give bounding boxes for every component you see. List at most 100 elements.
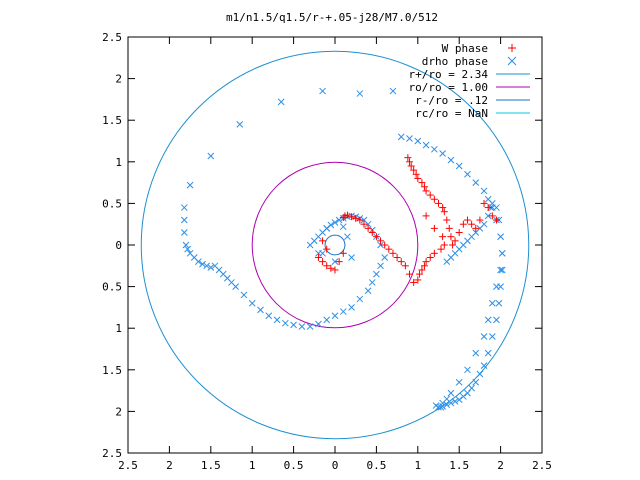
x-tick-label: 1 — [414, 459, 421, 472]
w-phase-point — [404, 154, 412, 162]
legend-label: r+/ro = 2.34 — [409, 68, 489, 81]
drho-phase-point — [476, 370, 484, 378]
drho-phase-point — [207, 152, 215, 160]
w-phase-point — [414, 174, 422, 182]
drho-phase-point — [468, 384, 475, 392]
w-phase-point — [385, 245, 393, 253]
x-tick-label: 1.5 — [449, 459, 469, 472]
drho-phase-point — [339, 308, 347, 315]
drho-phase-point — [472, 378, 480, 386]
drho-phase-point — [265, 312, 273, 320]
drho-phase-point — [464, 366, 471, 374]
drho-phase-point — [364, 287, 372, 295]
drho-phase-point — [493, 316, 500, 324]
drho-phase-point — [447, 156, 455, 164]
drho-phase-point — [406, 135, 413, 142]
drho-phase-point — [431, 145, 438, 153]
drho-phase-point — [437, 403, 445, 411]
x-tick-label: 1 — [249, 459, 256, 472]
drho-phase-point — [493, 283, 500, 290]
w-phase-point — [440, 208, 448, 216]
drho-phase-point — [290, 321, 297, 329]
drho-phase-point — [455, 378, 463, 386]
y-tick-label: 0.5 — [102, 197, 122, 210]
drho-phase-point — [455, 396, 463, 404]
legend-label: ro/ro = 1.00 — [409, 81, 488, 94]
y-tick-label: 1.5 — [102, 364, 122, 377]
drho-phase-point — [498, 266, 506, 274]
w-phase-point — [323, 262, 331, 270]
w-phase-point — [440, 241, 448, 249]
drho-phase-point — [182, 241, 190, 249]
drho-phase-point — [497, 233, 504, 241]
y-tick-label: 2.5 — [102, 31, 122, 44]
y-tick-label: 2 — [115, 405, 122, 418]
drho-phase-point — [356, 295, 364, 303]
y-tick-label: 0.5 — [102, 281, 122, 294]
w-phase-point — [406, 270, 414, 278]
drho-phase-point — [186, 181, 194, 189]
y-tick-label: 2.5 — [102, 447, 122, 460]
drho-phase-point — [195, 258, 202, 265]
w-phase-point — [410, 278, 418, 286]
drho-phase-point — [484, 349, 492, 357]
w-phase-point — [422, 258, 430, 266]
x-tick-label: 2 — [497, 459, 504, 472]
w-phase-point — [420, 183, 428, 191]
w-phase-point — [492, 216, 500, 224]
legend-label: rc/ro = NaN — [415, 107, 488, 120]
drho-phase-point — [464, 389, 471, 397]
w-phase-point — [435, 199, 442, 207]
drho-phase-point — [306, 323, 314, 330]
drho-phase-point — [373, 270, 380, 278]
radius-circle — [324, 234, 346, 256]
w-phase-point — [430, 224, 438, 232]
w-phase-point — [410, 166, 418, 174]
drho-phase-point — [480, 362, 488, 369]
w-phase-point — [430, 249, 438, 257]
drho-phase-point — [273, 316, 281, 324]
drho-phase-point — [180, 229, 188, 236]
w-phase-point — [360, 220, 368, 228]
w-phase-point — [472, 224, 480, 232]
x-tick-label: 2.5 — [532, 459, 552, 472]
legend-label: W phase — [442, 42, 488, 55]
w-phase-point — [468, 220, 476, 228]
drho-phase-point — [315, 320, 322, 328]
drho-phase-point — [439, 150, 446, 157]
w-phase-point — [459, 220, 467, 228]
drho-phase-point — [484, 316, 492, 324]
x-tick-label: 0 — [332, 459, 339, 472]
w-phase-point — [420, 262, 428, 270]
w-phase-point — [414, 276, 422, 284]
drho-phase-point — [397, 133, 405, 141]
drho-phase-point — [184, 245, 191, 253]
w-phase-point — [422, 187, 430, 195]
w-phase-point — [368, 229, 376, 237]
drho-phase-point — [199, 260, 206, 268]
drho-phase-point — [488, 299, 496, 307]
w-phase-point — [352, 214, 360, 222]
w-phase-point — [372, 233, 380, 241]
drho-phase-point — [248, 299, 256, 307]
data-points — [180, 87, 506, 411]
drho-phase-point — [236, 121, 244, 128]
w-phase-point — [377, 237, 385, 245]
radius-circle — [140, 50, 530, 440]
drho-phase-point — [277, 98, 285, 106]
drho-phase-point — [451, 398, 459, 405]
w-phase-point — [449, 241, 457, 249]
drho-phase-point — [447, 389, 455, 397]
w-phase-point — [426, 253, 434, 261]
w-phase-point — [401, 262, 409, 270]
drho-phase-point — [498, 249, 506, 257]
w-phase-point — [319, 258, 327, 266]
y-tick-label: 1.5 — [102, 114, 122, 127]
drho-phase-point — [319, 87, 326, 95]
drho-phase-point — [459, 393, 467, 400]
w-phase-point — [339, 214, 347, 222]
w-phase-point — [364, 224, 372, 232]
x-tick-label: 0.5 — [366, 459, 386, 472]
w-phase-point — [437, 245, 445, 253]
